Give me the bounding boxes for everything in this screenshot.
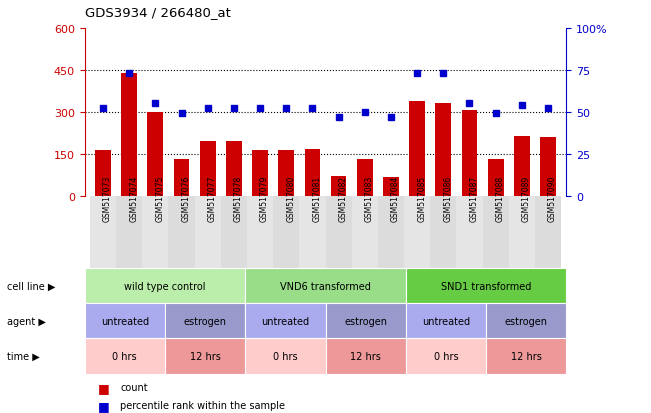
Text: GSM517076: GSM517076: [182, 175, 191, 221]
Bar: [174, 160, 189, 196]
Bar: [331, 177, 346, 196]
Text: 0 hrs: 0 hrs: [113, 351, 137, 361]
Text: GDS3934 / 266480_at: GDS3934 / 266480_at: [85, 6, 230, 19]
Text: 12 hrs: 12 hrs: [511, 351, 542, 361]
Text: untreated: untreated: [101, 316, 149, 326]
Text: GSM517084: GSM517084: [391, 175, 400, 221]
Bar: [462, 111, 477, 196]
Bar: [200, 142, 215, 196]
Bar: [436, 104, 451, 196]
Bar: [142, 196, 169, 268]
Text: GSM517073: GSM517073: [103, 175, 112, 221]
Text: GSM517089: GSM517089: [522, 175, 531, 221]
Text: estrogen: estrogen: [344, 316, 387, 326]
Bar: [409, 101, 425, 196]
Bar: [226, 142, 242, 196]
Bar: [430, 196, 456, 268]
Text: agent ▶: agent ▶: [7, 316, 46, 326]
Bar: [221, 196, 247, 268]
Text: estrogen: estrogen: [505, 316, 547, 326]
Text: GSM517079: GSM517079: [260, 175, 269, 221]
Bar: [273, 196, 299, 268]
Bar: [378, 196, 404, 268]
Text: 0 hrs: 0 hrs: [273, 351, 298, 361]
Bar: [456, 196, 482, 268]
Text: ■: ■: [98, 381, 109, 394]
Text: cell line ▶: cell line ▶: [7, 281, 55, 291]
Text: GSM517087: GSM517087: [469, 175, 478, 221]
Text: GSM517077: GSM517077: [208, 175, 217, 221]
Text: 12 hrs: 12 hrs: [189, 351, 221, 361]
Text: GSM517080: GSM517080: [286, 175, 295, 221]
Text: ■: ■: [98, 399, 109, 412]
Bar: [352, 196, 378, 268]
Bar: [116, 196, 142, 268]
Bar: [509, 196, 535, 268]
Bar: [121, 74, 137, 196]
Text: GSM517078: GSM517078: [234, 175, 243, 221]
Text: GSM517074: GSM517074: [129, 175, 138, 221]
Text: GSM517085: GSM517085: [417, 175, 426, 221]
Bar: [488, 160, 503, 196]
Bar: [95, 150, 111, 196]
Text: GSM517090: GSM517090: [548, 175, 557, 221]
Text: estrogen: estrogen: [184, 316, 227, 326]
Bar: [514, 136, 530, 196]
Bar: [247, 196, 273, 268]
Text: GSM517088: GSM517088: [495, 176, 505, 221]
Text: GSM517081: GSM517081: [312, 176, 322, 221]
Bar: [482, 196, 509, 268]
Text: GSM517083: GSM517083: [365, 175, 374, 221]
Bar: [279, 150, 294, 196]
Bar: [383, 178, 399, 196]
Bar: [90, 196, 116, 268]
Bar: [535, 196, 561, 268]
Text: GSM517082: GSM517082: [339, 176, 348, 221]
Text: VND6 transformed: VND6 transformed: [280, 281, 371, 291]
Bar: [404, 196, 430, 268]
Text: untreated: untreated: [422, 316, 470, 326]
Text: GSM517086: GSM517086: [443, 175, 452, 221]
Text: time ▶: time ▶: [7, 351, 39, 361]
Text: 12 hrs: 12 hrs: [350, 351, 381, 361]
Text: count: count: [120, 382, 148, 392]
Text: percentile rank within the sample: percentile rank within the sample: [120, 400, 285, 410]
Bar: [305, 150, 320, 196]
Bar: [148, 112, 163, 196]
Bar: [169, 196, 195, 268]
Bar: [195, 196, 221, 268]
Bar: [252, 150, 268, 196]
Text: GSM517075: GSM517075: [156, 175, 164, 221]
Text: wild type control: wild type control: [124, 281, 206, 291]
Bar: [357, 160, 372, 196]
Bar: [326, 196, 352, 268]
Bar: [540, 138, 556, 196]
Text: untreated: untreated: [261, 316, 309, 326]
Text: 0 hrs: 0 hrs: [434, 351, 458, 361]
Bar: [299, 196, 326, 268]
Text: SND1 transformed: SND1 transformed: [441, 281, 531, 291]
